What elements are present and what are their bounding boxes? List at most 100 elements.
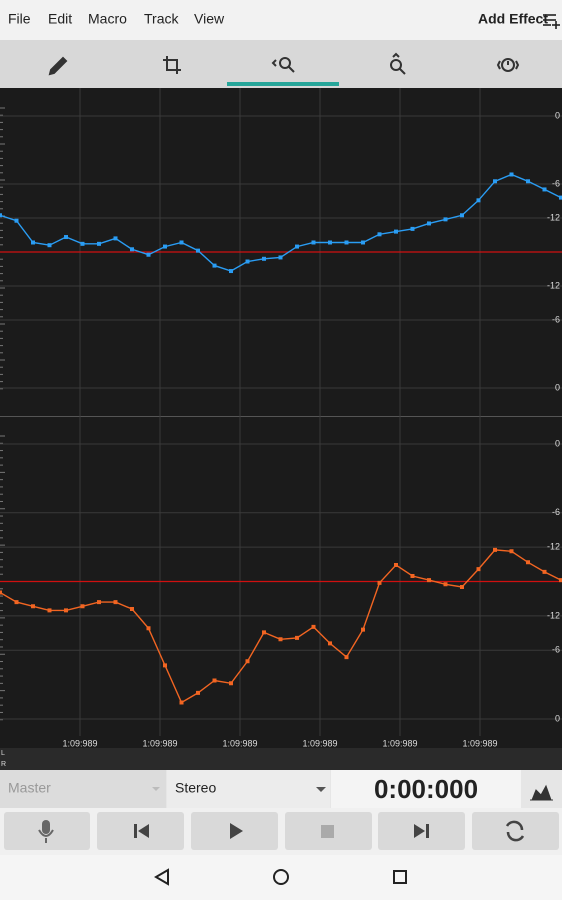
envelope-point[interactable] xyxy=(163,663,167,668)
envelope-point[interactable] xyxy=(443,217,448,222)
envelope-point[interactable] xyxy=(14,218,19,223)
envelope-point[interactable] xyxy=(130,607,134,611)
envelope-point[interactable] xyxy=(377,580,382,585)
envelope-point[interactable] xyxy=(196,690,200,695)
envelope-point[interactable] xyxy=(493,179,497,184)
envelope-point[interactable] xyxy=(212,263,217,268)
envelope-point[interactable] xyxy=(394,229,398,234)
envelope-point[interactable] xyxy=(344,240,349,245)
add-effect[interactable]: Add Effect xyxy=(478,11,548,27)
channel-mode[interactable]: Stereo xyxy=(175,780,216,796)
time-display xyxy=(331,770,521,808)
time-label: 1:09:989 xyxy=(462,738,497,748)
envelope-point[interactable] xyxy=(130,247,134,252)
dropdown-arrow xyxy=(152,787,160,791)
envelope-point[interactable] xyxy=(0,213,2,218)
envelope-point[interactable] xyxy=(97,241,101,246)
envelope-point[interactable] xyxy=(212,678,217,683)
track-name[interactable]: Master xyxy=(8,780,51,796)
envelope-point[interactable] xyxy=(163,244,167,249)
envelope-point[interactable] xyxy=(509,172,514,177)
envelope-point[interactable] xyxy=(64,235,68,240)
channel-select[interactable] xyxy=(167,770,330,808)
envelope-point[interactable] xyxy=(113,600,118,605)
envelope-point[interactable] xyxy=(410,226,415,231)
envelope-point[interactable] xyxy=(196,248,200,253)
envelope-point[interactable] xyxy=(493,547,497,552)
envelope-point[interactable] xyxy=(526,560,530,565)
envelope-point[interactable] xyxy=(31,604,35,609)
envelope-point[interactable] xyxy=(542,187,547,192)
menu-item[interactable]: Macro xyxy=(88,11,127,27)
envelope-point[interactable] xyxy=(278,255,283,260)
y-tick-label: 0 xyxy=(555,713,560,723)
y-tick-label: 0 xyxy=(555,110,560,120)
envelope-point[interactable] xyxy=(460,213,464,218)
transport-icons xyxy=(38,820,525,843)
envelope-point[interactable] xyxy=(559,195,562,200)
menu-item[interactable]: Track xyxy=(144,11,179,27)
envelope-point[interactable] xyxy=(295,244,299,249)
envelope-point[interactable] xyxy=(410,574,415,578)
envelope-point[interactable] xyxy=(146,626,151,631)
envelope-point[interactable] xyxy=(278,637,283,642)
envelope-point[interactable] xyxy=(427,221,431,226)
envelope-point[interactable] xyxy=(377,232,382,237)
y-tick-label: -12 xyxy=(547,542,560,552)
envelope-point[interactable] xyxy=(476,567,481,572)
envelope-point[interactable] xyxy=(0,590,2,595)
nav-buttons[interactable] xyxy=(154,868,407,886)
envelope-point[interactable] xyxy=(80,241,85,246)
envelope-point[interactable] xyxy=(179,700,184,705)
track-select[interactable] xyxy=(0,770,166,808)
add-effect-icon[interactable] xyxy=(543,14,560,29)
y-tick-label: 0 xyxy=(555,382,560,392)
spectrum-button[interactable] xyxy=(530,784,553,801)
envelope-point[interactable] xyxy=(344,655,349,660)
envelope-point[interactable] xyxy=(328,641,332,646)
y-tick-label: -6 xyxy=(552,314,560,324)
envelope-point[interactable] xyxy=(509,549,514,554)
envelope-point[interactable] xyxy=(47,608,52,613)
envelope-point[interactable] xyxy=(460,585,464,589)
envelope-point[interactable] xyxy=(113,236,118,241)
envelope-point[interactable] xyxy=(526,179,530,184)
envelope-point[interactable] xyxy=(80,604,85,609)
track-divider xyxy=(0,416,562,417)
envelope-point[interactable] xyxy=(245,659,250,664)
channel-label: L xyxy=(1,750,5,757)
envelope-point[interactable] xyxy=(14,600,19,605)
menu-item[interactable]: File xyxy=(8,11,31,27)
envelope-point[interactable] xyxy=(229,269,233,274)
tool-icons[interactable] xyxy=(48,52,520,76)
envelope-point[interactable] xyxy=(427,578,431,583)
envelope-point[interactable] xyxy=(361,627,365,632)
envelope-point[interactable] xyxy=(295,635,299,640)
y-tick-label: -6 xyxy=(552,645,560,655)
envelope-point[interactable] xyxy=(311,624,316,629)
envelope-point[interactable] xyxy=(262,630,266,635)
y-tick-label: 0 xyxy=(555,438,560,448)
envelope-point[interactable] xyxy=(179,240,184,245)
envelope-point[interactable] xyxy=(47,243,52,248)
envelope-point[interactable] xyxy=(394,563,398,567)
time: 0:00:000 xyxy=(374,774,478,804)
envelope-point[interactable] xyxy=(262,256,266,261)
envelope-point[interactable] xyxy=(245,259,250,264)
envelope-point[interactable] xyxy=(476,198,481,203)
envelope-point[interactable] xyxy=(97,600,101,605)
envelope-point[interactable] xyxy=(64,608,68,613)
envelope-point[interactable] xyxy=(229,681,233,686)
envelope-point[interactable] xyxy=(31,240,35,245)
envelope-point[interactable] xyxy=(361,240,365,245)
menu-item[interactable]: View xyxy=(194,11,225,27)
menu-item[interactable]: Edit xyxy=(48,11,72,27)
envelope-point[interactable] xyxy=(311,240,316,245)
envelope-point[interactable] xyxy=(559,578,562,583)
envelope-point[interactable] xyxy=(542,569,547,574)
envelope-point[interactable] xyxy=(443,582,448,587)
envelope-point[interactable] xyxy=(328,240,332,245)
envelope-point[interactable] xyxy=(146,252,151,257)
